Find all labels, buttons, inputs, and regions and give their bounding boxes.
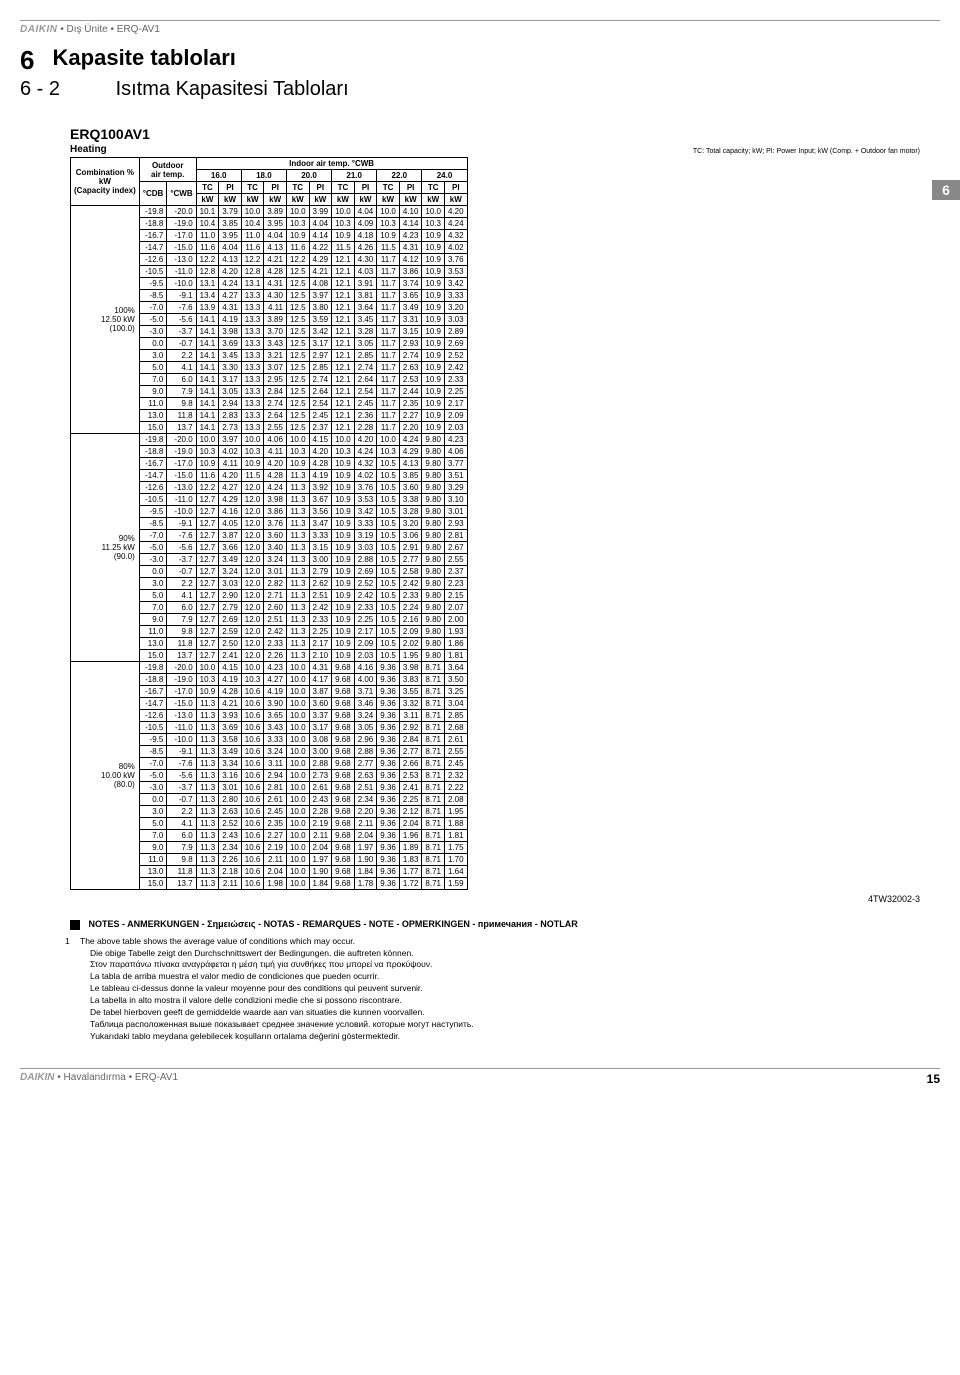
- page-number: 15: [927, 1072, 940, 1086]
- note-line: Die obige Tabelle zeigt den Durchschnitt…: [90, 948, 940, 960]
- notes-header: NOTES - ANMERKUNGEN - Σημειώσεις - NOTAS…: [70, 919, 940, 930]
- note-line: Yukarıdaki tablo meydana gelebilecek koş…: [90, 1031, 940, 1043]
- table-legend: TC: Total capacity; kW; PI: Power Input;…: [157, 148, 920, 155]
- group-label: 80%10.00 kW(80.0): [71, 662, 140, 890]
- temp-col: 16.0: [196, 170, 241, 182]
- combo-header: Combination %kW(Capacity index): [71, 158, 140, 206]
- group-label: 90%11.25 kW(90.0): [71, 434, 140, 662]
- notes-list: 1The above table shows the average value…: [90, 936, 940, 1043]
- brand-logo: DAIKIN: [20, 24, 57, 35]
- side-chapter-tab: 6: [932, 180, 960, 200]
- note-line: Таблица расположенная выше показывает ср…: [90, 1019, 940, 1031]
- note-line: Στον παραπάνω πίνακα αναγράφεται η μέση …: [90, 959, 940, 971]
- outdoor-header: Outdoorair temp.: [139, 158, 196, 182]
- reference-code: 4TW32002-3: [20, 894, 920, 904]
- page-footer: DAIKIN • Havalandırma • ERQ-AV1 15: [20, 1068, 940, 1083]
- brand-logo: DAIKIN: [20, 1072, 54, 1083]
- note-line: The above table shows the average value …: [80, 936, 355, 946]
- note-line: La tabella in alto mostra il valore dell…: [90, 995, 940, 1007]
- page-header: DAIKIN • Dış Ünite • ERQ-AV1: [20, 20, 940, 35]
- temp-col: 22.0: [377, 170, 422, 182]
- model-label: ERQ100AV1: [70, 126, 940, 142]
- mode-label: Heating: [70, 144, 107, 155]
- table-row: 100%12.50 kW(100.0)-19.8-20.010.13.7910.…: [71, 206, 468, 218]
- temp-col: 18.0: [241, 170, 286, 182]
- temp-col: 20.0: [286, 170, 331, 182]
- table-body: 100%12.50 kW(100.0)-19.8-20.010.13.7910.…: [71, 206, 468, 890]
- note-line: De tabel hierboven geeft de gemiddelde w…: [90, 1007, 940, 1019]
- temp-col: 24.0: [422, 170, 467, 182]
- subsection-heading: 6 - 2 Isıtma Kapasitesi Tabloları: [20, 78, 940, 101]
- table-head: Combination %kW(Capacity index) Outdoora…: [71, 158, 468, 206]
- capacity-table: Combination %kW(Capacity index) Outdoora…: [70, 157, 468, 890]
- section-heading: 6 Kapasite tabloları: [20, 45, 940, 76]
- temp-col: 21.0: [332, 170, 377, 182]
- note-line: La tabla de arriba muestra el valor medi…: [90, 971, 940, 983]
- note-line: Le tableau ci-dessus donne la valeur moy…: [90, 983, 940, 995]
- notes-marker-icon: [70, 920, 80, 930]
- group-label: 100%12.50 kW(100.0): [71, 206, 140, 434]
- table-row: 90%11.25 kW(90.0)-19.8-20.010.03.9710.04…: [71, 434, 468, 446]
- table-row: 80%10.00 kW(80.0)-19.8-20.010.04.1510.04…: [71, 662, 468, 674]
- indoor-header: Indoor air temp. °CWB: [196, 158, 467, 170]
